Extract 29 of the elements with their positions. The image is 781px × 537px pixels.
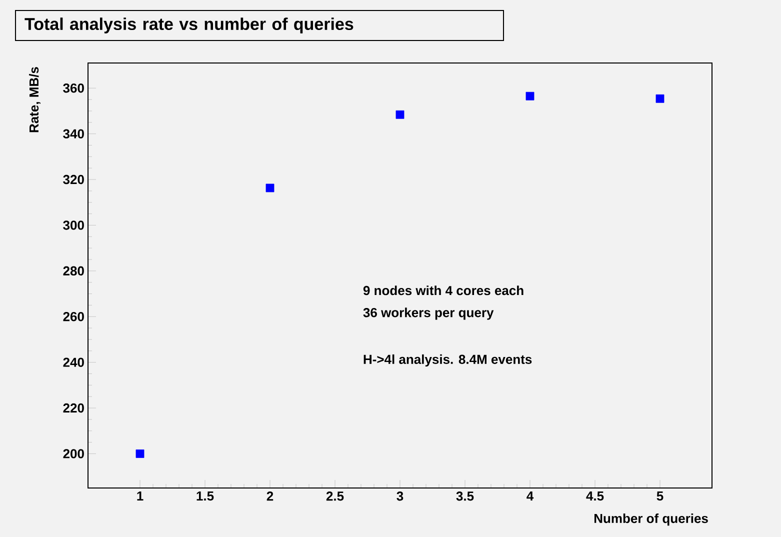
x-tick-label: 3 [396,492,404,501]
y-tick-label: 320 [63,174,84,184]
annotation: H->4l analysis. 8.4M events [364,354,532,367]
x-tick-label: 1.5 [196,492,214,501]
point [656,94,664,103]
x-tick-label: 2 [266,492,274,501]
chart-title: Total analysis rate vs number of queries [24,18,354,34]
annotation: 36 workers per query [363,308,494,320]
x-tick-label: 1 [137,492,144,500]
y-tick-label: 240 [63,358,84,367]
y-tick-label: 360 [63,84,84,93]
point [136,450,144,458]
point [526,92,534,100]
y-tick-label: 260 [63,312,84,322]
y-tick-label: 300 [63,220,84,230]
y-tick-label: 280 [63,266,84,276]
x-axis-title: Number of queries [594,514,708,526]
x-tick-label: 4.5 [586,492,604,501]
x-tick-label: 4 [526,492,534,500]
x-tick-label: 2.5 [326,492,344,501]
y-axis-title: Rate, MB/s [29,67,40,132]
x-tick-label: 3.5 [456,492,474,501]
x-tick-label: 5 [656,492,664,501]
point [266,184,274,192]
y-tick-label: 200 [63,449,84,458]
annotation: 9 nodes with 4 cores each [363,286,524,296]
y-tick-label: 220 [63,403,84,413]
y-tick-label: 340 [63,129,84,138]
point [396,110,404,119]
